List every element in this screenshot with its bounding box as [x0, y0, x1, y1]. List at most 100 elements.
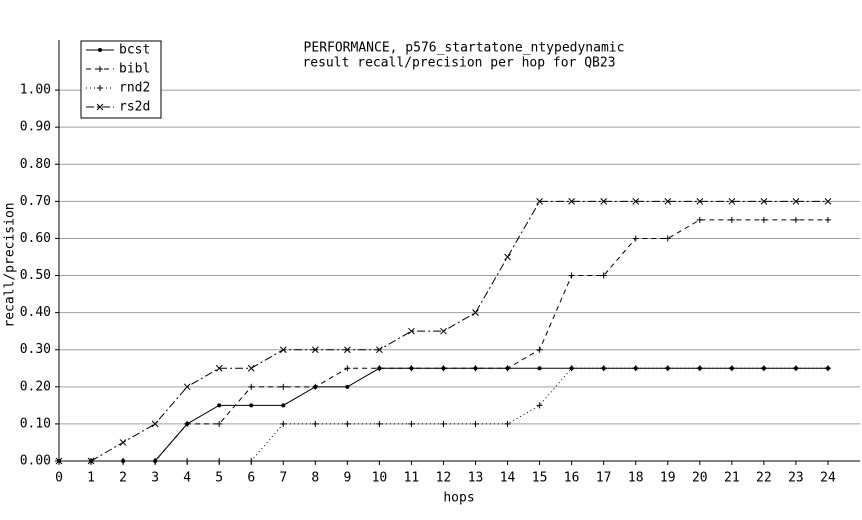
x-tick-label: 5 — [215, 471, 223, 486]
y-tick-label: 0.50 — [20, 268, 51, 283]
x-axis-label: hops — [443, 491, 474, 506]
marker — [96, 103, 104, 111]
marker — [472, 420, 479, 427]
marker — [568, 365, 575, 372]
marker — [664, 197, 672, 205]
marker — [184, 458, 191, 464]
legend-label: rs2d — [119, 100, 150, 115]
marker — [345, 384, 350, 389]
y-tick-label: 0.70 — [20, 194, 51, 209]
x-tick-label: 4 — [183, 471, 191, 486]
marker — [216, 458, 223, 464]
chart-title: PERFORMANCE, p576_startatone_ntypedynami… — [304, 41, 625, 56]
y-tick-label: 1.00 — [20, 83, 51, 98]
legend-label: bcst — [119, 43, 150, 58]
x-tick-label: 24 — [820, 471, 836, 486]
y-tick-label: 0.00 — [20, 454, 51, 469]
marker — [311, 346, 319, 354]
marker — [97, 85, 103, 91]
marker — [760, 197, 768, 205]
marker — [600, 272, 607, 279]
x-tick-label: 10 — [372, 471, 388, 486]
legend-box — [80, 40, 162, 119]
x-tick-label: 7 — [279, 471, 287, 486]
marker — [440, 327, 447, 335]
marker — [344, 346, 351, 354]
marker — [279, 346, 287, 354]
marker — [184, 420, 191, 427]
x-tick-label: 9 — [343, 471, 351, 486]
legend-label: bibl — [119, 62, 150, 77]
chart-subtitle: result recall/precision per hop for QB23 — [302, 56, 615, 71]
marker — [504, 253, 511, 261]
x-tick-label: 6 — [247, 471, 255, 486]
marker — [632, 365, 639, 372]
marker — [376, 365, 383, 372]
x-tick-label: 12 — [436, 471, 452, 486]
marker — [183, 383, 191, 391]
x-tick-label: 15 — [532, 471, 548, 486]
marker — [280, 383, 287, 390]
marker — [97, 66, 103, 72]
marker — [217, 403, 222, 408]
marker — [281, 403, 286, 408]
y-tick-label: 0.10 — [20, 416, 51, 431]
y-tick-label: 0.60 — [20, 231, 51, 246]
marker — [728, 197, 736, 205]
x-tick-label: 23 — [788, 471, 804, 486]
marker — [55, 457, 63, 465]
marker — [119, 439, 127, 446]
x-tick-label: 16 — [564, 471, 580, 486]
marker — [537, 366, 542, 371]
legend-label: rnd2 — [119, 81, 150, 96]
marker — [376, 420, 383, 427]
marker — [664, 235, 671, 242]
marker — [87, 457, 95, 465]
marker — [344, 365, 351, 372]
marker — [98, 48, 102, 52]
x-tick-label: 13 — [468, 471, 484, 486]
x-tick-label: 0 — [55, 471, 63, 486]
x-tick-label: 8 — [311, 471, 319, 486]
marker — [247, 364, 255, 372]
x-tick-label: 11 — [404, 471, 420, 486]
marker — [504, 420, 511, 427]
y-tick-label: 0.90 — [20, 120, 51, 135]
marker — [472, 309, 479, 316]
marker — [824, 216, 831, 223]
x-tick-label: 14 — [500, 471, 516, 486]
marker — [824, 197, 832, 205]
marker — [760, 365, 767, 372]
marker — [440, 365, 447, 372]
x-tick-label: 20 — [692, 471, 708, 486]
y-tick-label: 0.40 — [20, 305, 51, 320]
marker — [632, 235, 639, 242]
x-tick-label: 22 — [756, 471, 772, 486]
marker — [792, 197, 800, 205]
marker — [344, 420, 351, 427]
marker — [249, 403, 254, 408]
marker — [696, 365, 703, 372]
series-line — [59, 367, 828, 462]
y-tick-label: 0.30 — [20, 342, 51, 357]
x-tick-label: 1 — [87, 471, 95, 486]
marker — [568, 272, 575, 279]
x-tick-label: 2 — [119, 471, 127, 486]
marker — [152, 458, 159, 464]
marker — [760, 216, 767, 223]
marker — [408, 327, 415, 335]
y-axis-label: recall/precision — [3, 202, 18, 327]
x-tick-label: 21 — [724, 471, 740, 486]
y-tick-label: 0.80 — [20, 157, 51, 172]
marker — [696, 197, 704, 205]
marker — [408, 420, 415, 427]
marker — [600, 365, 607, 372]
marker — [824, 365, 831, 372]
marker — [568, 197, 575, 205]
marker — [536, 197, 543, 205]
marker — [120, 458, 127, 464]
marker — [440, 420, 447, 427]
marker — [792, 365, 799, 372]
marker — [248, 458, 255, 464]
